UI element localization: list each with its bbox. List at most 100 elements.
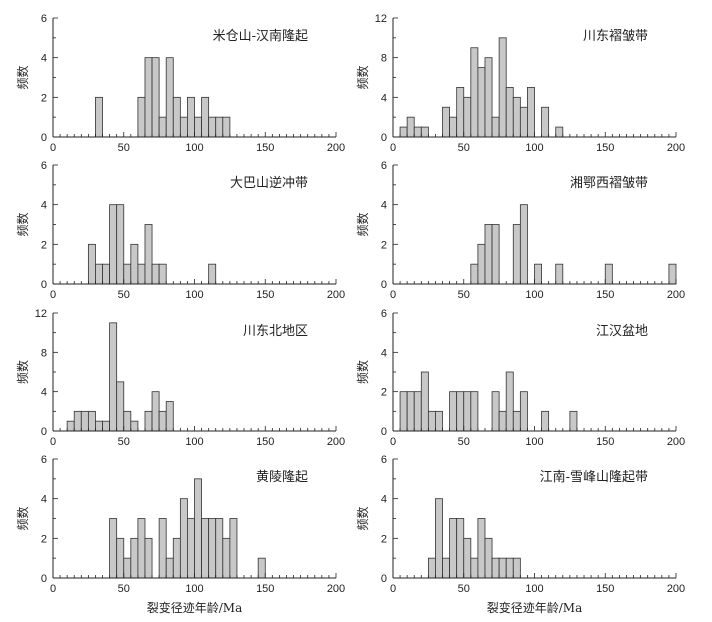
x-tick-label: 0 [50, 436, 56, 448]
x-tick-label: 150 [256, 142, 274, 154]
histogram-bar [470, 557, 479, 579]
histogram-bar [470, 263, 479, 285]
histogram-bar [456, 518, 465, 579]
x-tick-label: 100 [525, 289, 543, 301]
histogram-bar [116, 381, 125, 432]
histogram-bar [87, 243, 96, 285]
histogram-panel: 0 50 100 150 200 0 4 8 12 频数 川东北地区 [15, 308, 345, 448]
histogram-bar [87, 410, 96, 432]
panel-title: 江汉盆地 [596, 324, 648, 339]
x-tick-label: 100 [185, 436, 203, 448]
histogram-bar [151, 263, 160, 285]
x-tick-label: 200 [327, 142, 345, 154]
histogram-bar [413, 391, 422, 432]
histogram-bar [116, 204, 125, 285]
y-tick-label: 0 [41, 279, 47, 291]
x-tick-label: 50 [118, 436, 130, 448]
histogram-bar [66, 420, 75, 432]
x-tick-label: 0 [50, 583, 56, 595]
x-tick-label: 100 [185, 289, 203, 301]
y-tick-label: 2 [381, 533, 387, 545]
y-tick-label: 6 [381, 160, 387, 172]
y-tick-label: 8 [381, 53, 387, 65]
x-tick-label: 150 [256, 583, 274, 595]
histogram-bar [137, 263, 146, 285]
y-tick-label: 4 [41, 494, 47, 506]
histogram-bar [491, 557, 500, 579]
histogram-bar [498, 557, 507, 579]
histogram-bar [179, 116, 188, 138]
y-tick-label: 0 [381, 132, 387, 144]
x-tick-label: 200 [667, 583, 685, 595]
histogram-bar [491, 224, 500, 285]
histogram-bar [95, 96, 103, 138]
panel-title: 川东褶皱带 [583, 28, 648, 44]
x-tick-label: 0 [390, 436, 396, 448]
x-axis-label: 裂变径迹年龄/Ma [487, 600, 583, 615]
histogram-bar [406, 391, 415, 432]
x-tick-label: 100 [185, 583, 203, 595]
histogram-bar [158, 116, 167, 138]
x-tick-label: 200 [667, 289, 685, 301]
histogram-bar [137, 96, 146, 138]
y-tick-label: 12 [35, 308, 47, 320]
histogram-bar [413, 126, 422, 138]
y-axis-label: 频数 [15, 212, 30, 236]
x-tick-label: 150 [256, 436, 274, 448]
x-tick-label: 50 [458, 583, 470, 595]
x-tick-label: 50 [118, 289, 130, 301]
histogram-bar [95, 263, 103, 285]
histogram-bar [215, 518, 224, 579]
histogram-panel: 0 50 100 150 200 0 2 4 6 频数 江南-雪峰山隆起带 [355, 454, 685, 595]
x-tick-label: 0 [50, 289, 56, 301]
y-tick-label: 4 [41, 53, 47, 65]
histogram-bar [208, 263, 217, 285]
histogram-bar [449, 518, 458, 579]
y-tick-label: 6 [41, 454, 47, 466]
panel-title: 江南-雪峰山隆起带 [540, 469, 648, 485]
y-axis-label: 频数 [15, 506, 30, 530]
histogram-bar [491, 116, 500, 138]
x-tick-label: 0 [390, 583, 396, 595]
histogram-bar [555, 263, 564, 285]
x-tick-label: 0 [390, 289, 396, 301]
histogram-bar [456, 87, 465, 138]
y-axis-label: 频数 [355, 506, 370, 530]
y-tick-label: 2 [41, 92, 47, 104]
histogram-bar [80, 410, 89, 432]
histogram-bar [123, 410, 132, 432]
histogram-bar [435, 410, 443, 432]
x-tick-label: 50 [458, 289, 470, 301]
histogram-bar [194, 116, 202, 138]
histogram-bar [215, 116, 224, 138]
histogram-bar [484, 537, 493, 579]
histogram-bar [470, 47, 479, 138]
y-tick-label: 2 [381, 387, 387, 399]
histogram-bar [187, 96, 195, 138]
histogram-panel: 0 50 100 150 200 0 2 4 6 频数 大巴山逆冲带 [15, 160, 345, 301]
histogram-bar [165, 557, 174, 579]
histogram-bar [222, 116, 231, 138]
y-axis-label: 频数 [15, 65, 30, 89]
histogram-bar [399, 391, 408, 432]
y-tick-label: 0 [381, 426, 387, 438]
histogram-bar [519, 204, 528, 285]
histogram-bar [208, 518, 217, 579]
y-tick-label: 4 [41, 387, 47, 399]
histogram-bar [420, 371, 429, 432]
histogram-bar [470, 391, 479, 432]
x-tick-label: 100 [525, 583, 543, 595]
y-tick-label: 4 [381, 347, 387, 359]
histogram-bar [527, 87, 535, 138]
histogram-bar [463, 537, 472, 579]
y-tick-label: 0 [381, 573, 387, 585]
histogram-bar [505, 87, 514, 138]
histogram-bar [123, 557, 132, 579]
histogram-bar [123, 263, 132, 285]
histogram-panel: 0 50 100 150 200 0 2 4 6 频数 湘鄂西褶皱带 [355, 160, 685, 301]
histogram-bar [229, 518, 238, 579]
histogram-bar [406, 116, 415, 138]
histogram-bar [257, 557, 266, 579]
histogram-bar [201, 518, 210, 579]
histogram-bar [442, 557, 450, 579]
